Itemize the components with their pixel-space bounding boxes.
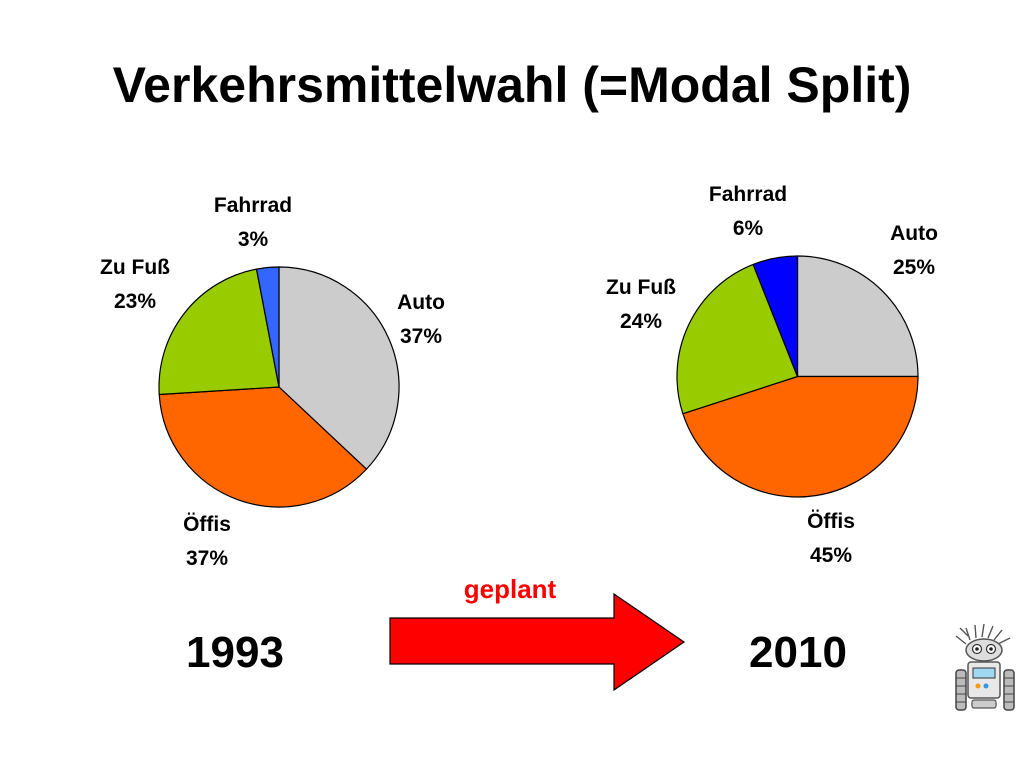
slice-label: Zu Fuß — [100, 256, 170, 279]
slice-value: 45% — [809, 544, 853, 567]
right-arrow-icon — [389, 592, 686, 692]
year-label-2010: 2010 — [749, 628, 847, 677]
pie-chart-1993 — [158, 266, 400, 508]
arrow-caption: geplant — [463, 574, 557, 604]
slice-value: 37% — [185, 547, 229, 570]
slice-label: Zu Fuß — [606, 276, 676, 299]
slice-label: Öffis — [183, 513, 231, 536]
pie-slice-1993-oeffis — [158, 386, 368, 508]
pie-label-2010-oeffis: Öffis 45% — [771, 505, 891, 573]
pie-label-2010-fahrrad: Fahrrad 6% — [688, 178, 808, 246]
slice-value: 3% — [237, 228, 269, 251]
pie-slice-2010-auto — [796, 255, 919, 378]
pie-slice-2010-fahrrad — [752, 255, 799, 378]
pie-slice-1993-zufuss — [158, 268, 280, 396]
pie-chart-2010 — [676, 255, 919, 498]
pie-slice-1993-auto — [278, 266, 400, 470]
pie-label-2010-auto: Auto 25% — [854, 217, 974, 285]
slice-label: Auto — [397, 291, 445, 314]
pie-label-1993-zufuss: Zu Fuß 23% — [75, 251, 195, 319]
slice-value: 37% — [399, 325, 443, 348]
pie-label-1993-fahrrad: Fahrrad 3% — [193, 189, 313, 257]
year-label-1993: 1993 — [186, 628, 284, 677]
slice-label: Öffis — [807, 510, 855, 533]
pie-slice-2010-oeffis — [682, 375, 919, 498]
slice-value: 24% — [619, 310, 663, 333]
slice-value: 6% — [732, 217, 764, 240]
slice-value: 25% — [892, 256, 936, 279]
robot-mascot-icon — [955, 623, 1015, 711]
arrow-shape — [389, 592, 686, 692]
slice-value: 23% — [113, 290, 157, 313]
slice-label: Fahrrad — [708, 183, 788, 206]
slice-label: Auto — [890, 222, 938, 245]
pie-slice-1993-fahrrad — [255, 266, 280, 388]
pie-label-2010-zufuss: Zu Fuß 24% — [581, 271, 701, 339]
slice-label: Fahrrad — [213, 194, 293, 217]
pie-label-1993-oeffis: Öffis 37% — [147, 508, 267, 576]
page-title: Verkehrsmittelwahl (=Modal Split) — [112, 57, 912, 113]
pie-label-1993-auto: Auto 37% — [361, 286, 481, 354]
